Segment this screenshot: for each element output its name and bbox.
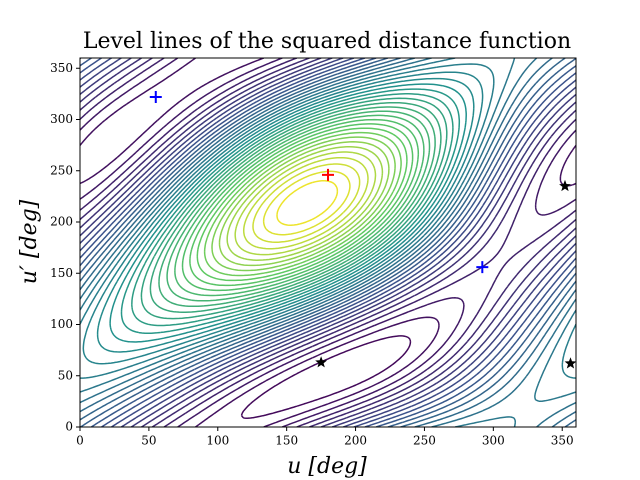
contour-line bbox=[80, 58, 576, 427]
contour-line bbox=[218, 141, 390, 267]
contour-line bbox=[80, 58, 576, 427]
contour-line bbox=[242, 156, 369, 250]
star-marker bbox=[564, 357, 577, 369]
x-tick-label: 50 bbox=[141, 434, 156, 448]
y-tick-label: 100 bbox=[50, 317, 73, 331]
contour-line bbox=[96, 77, 475, 353]
y-tick-label: 50 bbox=[58, 368, 73, 382]
contour-line bbox=[211, 136, 396, 272]
contour-line bbox=[80, 58, 576, 427]
contour-line bbox=[140, 97, 448, 320]
contour-line bbox=[276, 179, 339, 226]
contour-line bbox=[203, 131, 402, 277]
contour-line bbox=[262, 170, 351, 236]
contour-line bbox=[80, 58, 576, 427]
contour-line bbox=[80, 58, 576, 427]
contour-line bbox=[158, 106, 436, 308]
contour-line bbox=[174, 114, 425, 297]
y-tick-label: 200 bbox=[50, 215, 73, 229]
x-tick-label: 150 bbox=[275, 434, 298, 448]
x-tick-label: 250 bbox=[413, 434, 436, 448]
contour-line bbox=[131, 93, 454, 327]
plus-marker bbox=[322, 168, 334, 181]
y-tick-label: 350 bbox=[50, 61, 73, 75]
x-tick-label: 100 bbox=[206, 434, 229, 448]
contour-line bbox=[80, 58, 576, 427]
contour-line bbox=[80, 58, 576, 427]
contour-line bbox=[181, 118, 420, 292]
contour-line bbox=[120, 88, 461, 334]
y-tick-label: 250 bbox=[50, 163, 73, 177]
contour-line bbox=[80, 58, 576, 427]
contour-line bbox=[149, 101, 442, 313]
contour-line bbox=[80, 58, 576, 427]
x-tick-label: 200 bbox=[344, 434, 367, 448]
contour-line bbox=[226, 146, 384, 261]
y-tick-label: 300 bbox=[50, 112, 73, 126]
y-axis-label: u′ [deg] bbox=[17, 199, 42, 284]
contour-line bbox=[80, 58, 576, 427]
star-marker bbox=[559, 179, 571, 192]
chart-title: Level lines of the squared distance func… bbox=[83, 29, 571, 54]
contour-line bbox=[234, 151, 377, 256]
star-marker bbox=[315, 356, 327, 368]
x-axis-label: u [deg] bbox=[287, 454, 367, 479]
axes-frame bbox=[79, 57, 577, 428]
contours bbox=[80, 58, 576, 427]
contour-line bbox=[196, 127, 408, 282]
plus-marker bbox=[476, 261, 489, 274]
contour-line bbox=[80, 58, 576, 427]
contour-line bbox=[166, 110, 431, 302]
contour-line bbox=[80, 58, 576, 427]
y-tick-label: 0 bbox=[65, 420, 73, 434]
contour-line bbox=[240, 335, 412, 419]
x-tick-label: 300 bbox=[482, 434, 505, 448]
contour-line bbox=[80, 58, 576, 427]
contour-line bbox=[189, 123, 414, 287]
contour-line bbox=[80, 58, 576, 427]
contour-line bbox=[82, 71, 484, 365]
x-tick-label: 350 bbox=[551, 434, 574, 448]
y-tick-label: 150 bbox=[50, 266, 73, 280]
contour-line bbox=[80, 58, 576, 427]
contour-line bbox=[252, 163, 361, 243]
contour-line bbox=[109, 83, 467, 343]
x-tick-label: 0 bbox=[76, 434, 84, 448]
plus-marker bbox=[149, 90, 162, 103]
contour-line bbox=[80, 63, 576, 379]
